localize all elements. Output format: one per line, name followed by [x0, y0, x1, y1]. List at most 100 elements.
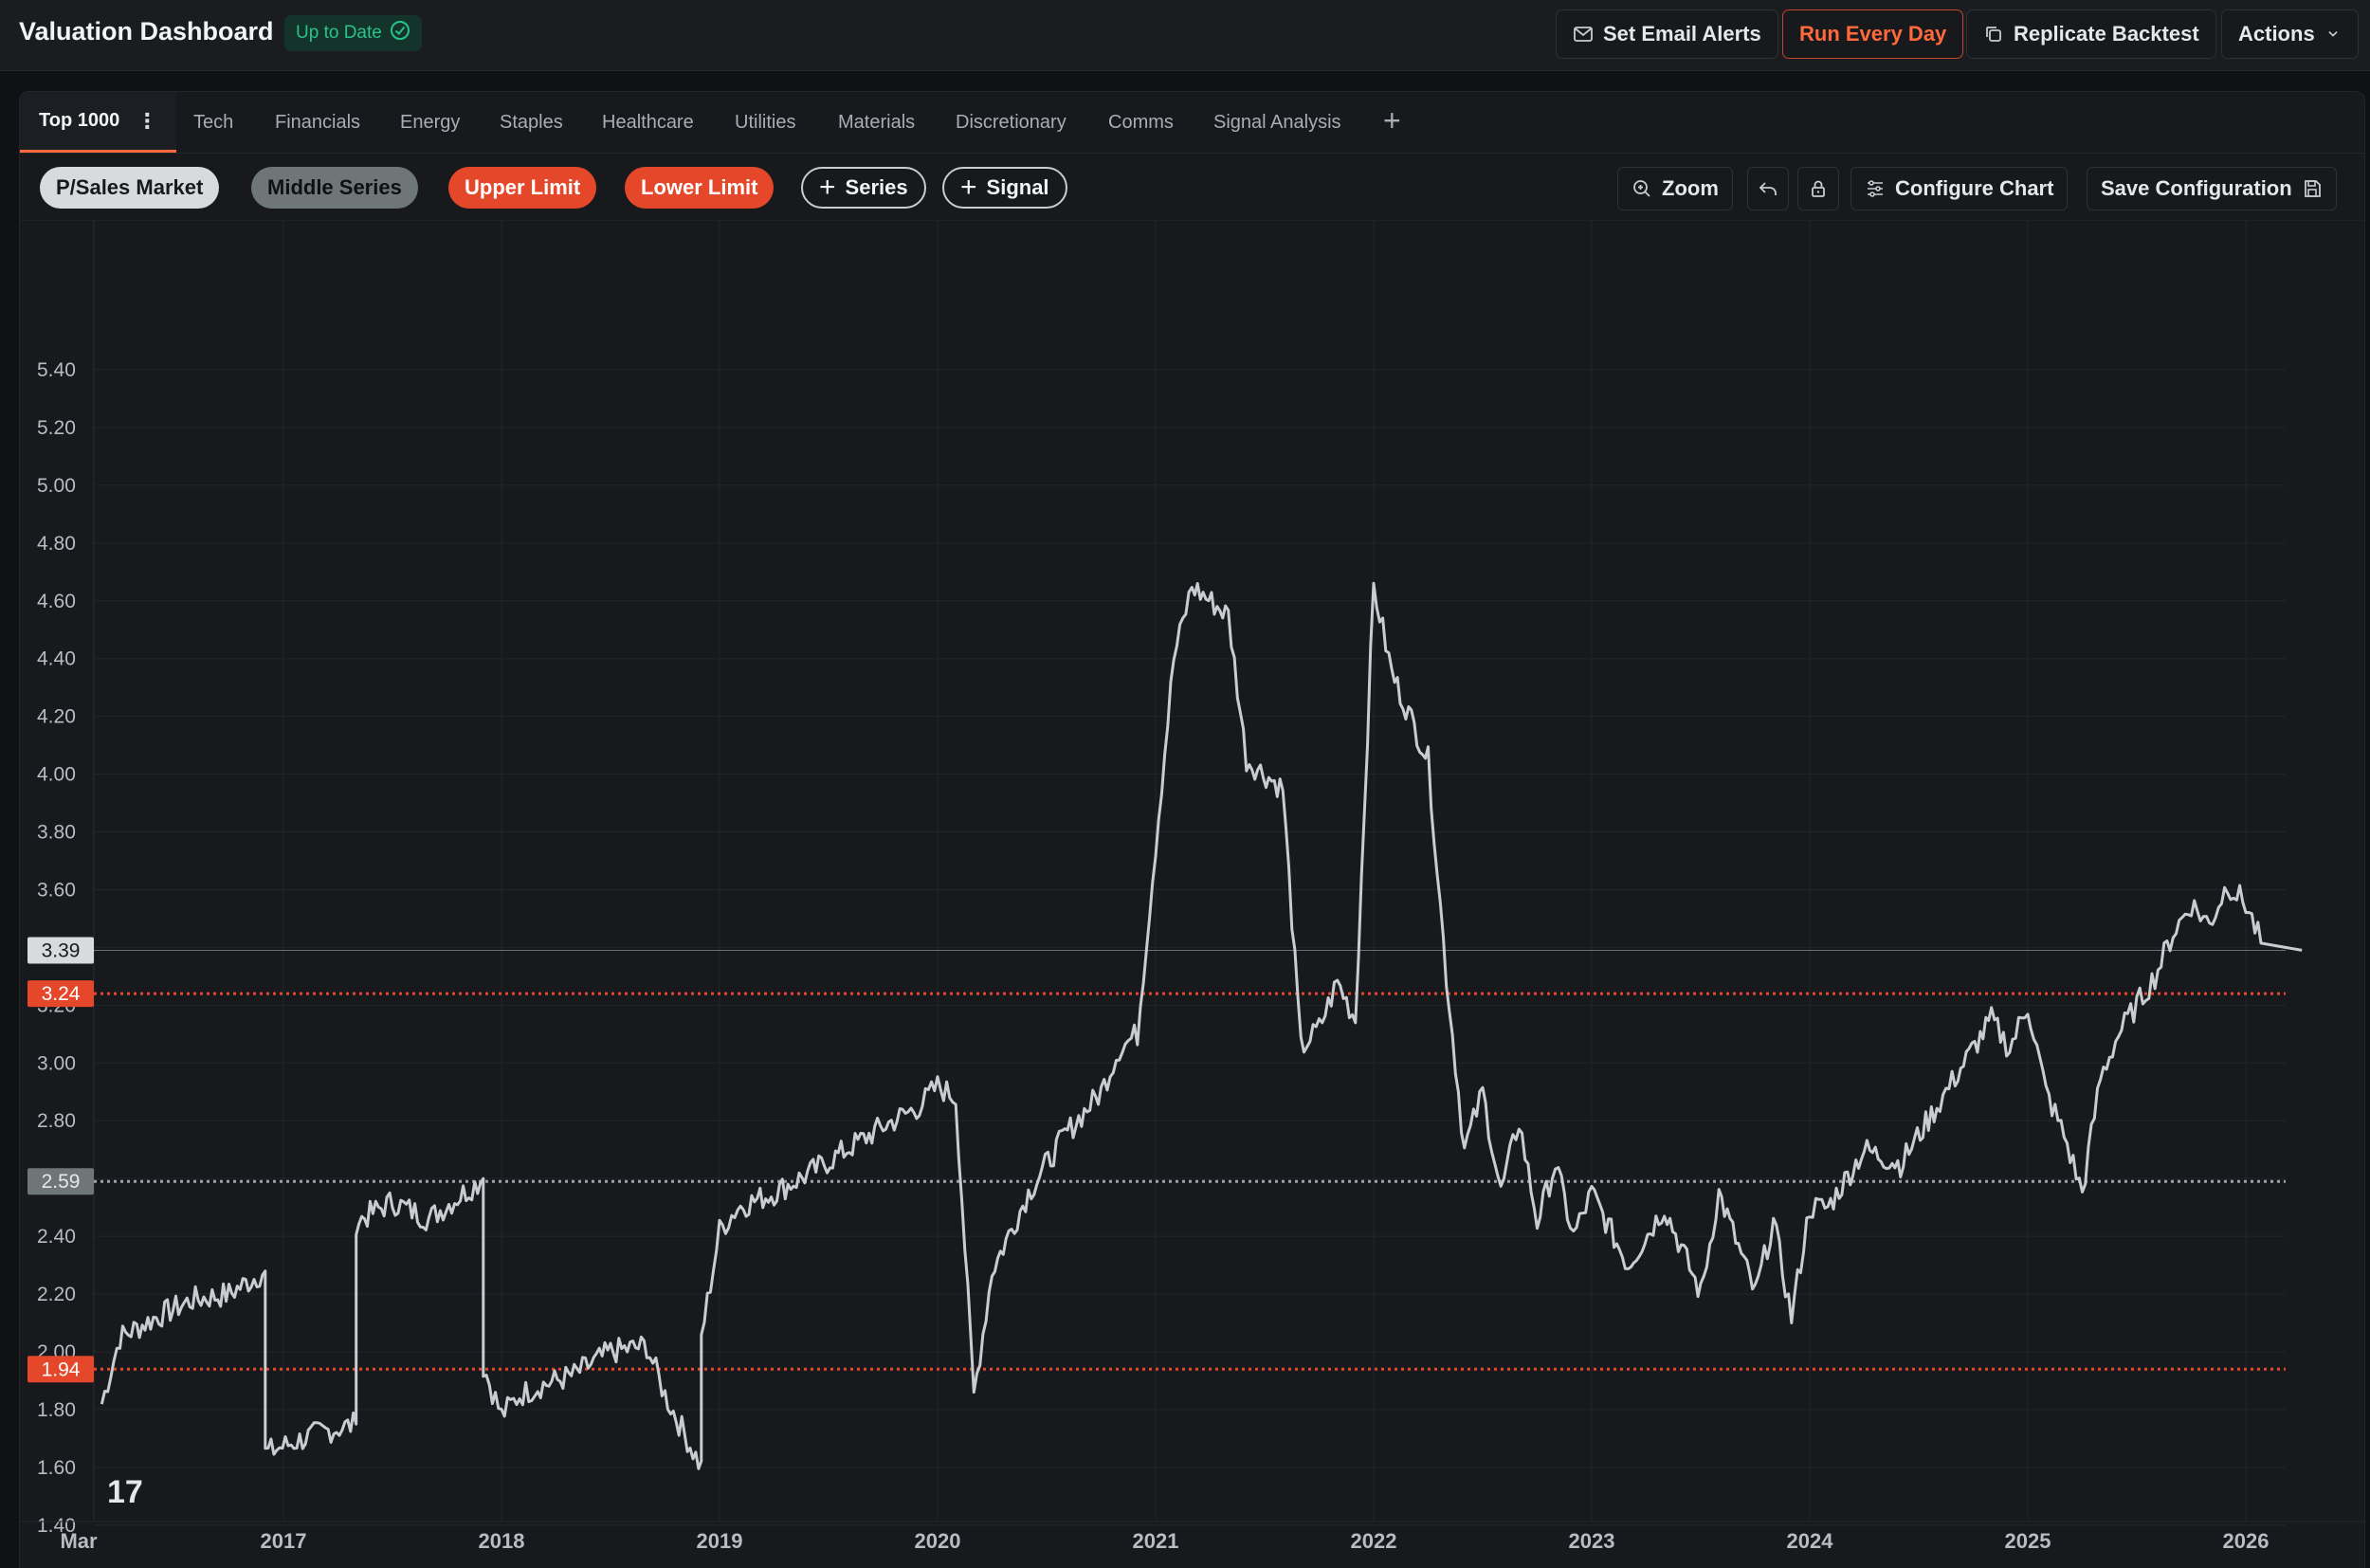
configure-chart-label: Configure Chart: [1895, 176, 2054, 200]
tab-staples[interactable]: Staples: [500, 92, 563, 153]
tab-label: Tech: [193, 111, 234, 133]
series-pill-p-sales-market[interactable]: P/Sales Market: [40, 167, 220, 209]
tab-financials[interactable]: Financials: [275, 92, 360, 153]
y-tick-label: 5.20: [37, 417, 76, 439]
set-email-alerts-label: Set Email Alerts: [1603, 22, 1761, 46]
x-tick-label: 2026: [2223, 1529, 2270, 1553]
reference-value-badge: [27, 1356, 94, 1383]
tab-comms[interactable]: Comms: [1108, 92, 1174, 153]
chart-panel: Top 1000 ⋮ Tech Financials Energy Staple…: [19, 91, 2365, 1568]
sliders-icon: [1868, 180, 1883, 197]
price-chart[interactable]: 5.40 5.20 5.00 4.80 4.60 4.40 4.20 4.00 3.80 3.60…: [20, 221, 2364, 1568]
save-icon: [2304, 180, 2321, 197]
y-tick-label: 5.00: [37, 475, 76, 497]
y-tick-label: 4.20: [37, 706, 76, 728]
y-tick-label: 1.60: [37, 1457, 76, 1479]
tab-label: Healthcare: [602, 111, 694, 133]
tab-label: Energy: [400, 111, 461, 133]
reference-value-label: 1.94: [42, 1358, 81, 1380]
status-text: Up to Date: [296, 23, 382, 43]
reference-value-badge: [27, 937, 94, 964]
series-line-p-sales-market: [100, 581, 2303, 1470]
status-badge: Up to Date: [284, 15, 422, 51]
add-series-label: Series: [845, 175, 908, 199]
reference-value-label: 2.59: [42, 1171, 81, 1193]
undo-icon: [1759, 182, 1777, 195]
add-signal-button[interactable]: + Signal: [942, 167, 1067, 209]
lock-button[interactable]: [1797, 167, 1839, 210]
tab-healthcare[interactable]: Healthcare: [602, 92, 694, 153]
series-pill-label: Upper Limit: [465, 175, 581, 199]
y-tick-label: 3.60: [37, 879, 76, 901]
replicate-backtest-button[interactable]: Replicate Backtest: [1966, 9, 2216, 59]
add-tab-plus-icon[interactable]: +: [1383, 103, 1401, 137]
tab-utilities[interactable]: Utilities: [735, 92, 795, 153]
zoom-icon: [1633, 180, 1650, 197]
series-pill-label: Lower Limit: [641, 175, 758, 199]
tab-label: Top 1000: [39, 110, 120, 131]
y-tick-label: 4.40: [37, 648, 76, 670]
y-tick-label: 2.80: [37, 1110, 76, 1132]
x-tick-label: 2024: [1787, 1529, 1834, 1553]
top-bar: Valuation Dashboard Up to Date Set Email…: [0, 0, 2370, 71]
tab-bar: Top 1000 ⋮ Tech Financials Energy Staple…: [20, 92, 2364, 154]
zoom-button[interactable]: Zoom: [1617, 167, 1733, 210]
tab-energy[interactable]: Energy: [400, 92, 460, 153]
save-configuration-button[interactable]: Save Configuration: [2087, 167, 2337, 210]
plus-icon: +: [819, 172, 836, 203]
x-tick-label: 2022: [1351, 1529, 1397, 1553]
tab-materials[interactable]: Materials: [838, 92, 915, 153]
mail-icon: [1574, 27, 1593, 42]
y-tick-label: 3.00: [37, 1052, 76, 1074]
tab-signal-analysis[interactable]: Signal Analysis: [1213, 92, 1341, 153]
reference-value-badge: [27, 1168, 94, 1195]
x-tick-label: 2023: [1569, 1529, 1615, 1553]
undo-button[interactable]: [1747, 167, 1789, 210]
tradingview-logo: 17: [107, 1474, 143, 1510]
x-tick-label: Mar: [60, 1529, 98, 1553]
chart-toolbar: P/Sales Market Middle Series Upper Limit…: [20, 154, 2364, 221]
set-email-alerts-button[interactable]: Set Email Alerts: [1556, 9, 1778, 59]
x-tick-label: 2019: [697, 1529, 743, 1553]
plus-icon: +: [960, 172, 977, 203]
x-tick-label: 2017: [261, 1529, 307, 1553]
series-pill-label: Middle Series: [267, 175, 402, 199]
tab-label: Staples: [500, 111, 563, 133]
tab-label: Financials: [275, 111, 361, 133]
y-tick-label: 2.40: [37, 1226, 76, 1248]
series-pill-lower-limit[interactable]: Lower Limit: [625, 167, 775, 209]
save-configuration-label: Save Configuration: [2101, 176, 2292, 200]
kebab-menu-icon[interactable]: ⋮: [137, 108, 158, 133]
tab-tech[interactable]: Tech: [193, 92, 233, 153]
y-tick-label: 3.80: [37, 822, 76, 844]
run-every-day-button[interactable]: Run Every Day: [1782, 9, 1964, 59]
y-tick-label: 4.00: [37, 764, 76, 786]
series-pill-upper-limit[interactable]: Upper Limit: [448, 167, 597, 209]
lock-icon: [1812, 180, 1825, 197]
chart-canvas[interactable]: 5.40 5.20 5.00 4.80 4.60 4.40 4.20 4.00 3.80 3.60…: [20, 221, 2364, 1568]
series-pill-middle-series[interactable]: Middle Series: [251, 167, 418, 209]
tab-label: Materials: [838, 111, 916, 133]
tab-top-1000[interactable]: Top 1000 ⋮: [20, 92, 177, 153]
replicate-backtest-label: Replicate Backtest: [2014, 22, 2199, 46]
run-every-day-label: Run Every Day: [1799, 22, 1947, 46]
y-tick-label: 4.80: [37, 533, 76, 555]
tab-label: Discretionary: [956, 111, 1066, 133]
zoom-label: Zoom: [1662, 176, 1719, 200]
tab-discretionary[interactable]: Discretionary: [956, 92, 1066, 153]
y-tick-label: 5.40: [37, 359, 76, 381]
copy-icon: [1986, 27, 2001, 42]
y-tick-label: 2.20: [37, 1284, 76, 1305]
reference-value-label: 3.24: [42, 983, 81, 1005]
configure-chart-button[interactable]: Configure Chart: [1850, 167, 2069, 210]
y-tick-label: 4.60: [37, 591, 76, 612]
x-tick-label: 2021: [1133, 1529, 1179, 1553]
actions-menu-button[interactable]: Actions: [2221, 9, 2359, 59]
add-series-button[interactable]: + Series: [801, 167, 926, 209]
y-tick-label: 1.40: [37, 1515, 76, 1537]
add-signal-label: Signal: [986, 175, 1049, 199]
tab-label: Signal Analysis: [1213, 111, 1341, 133]
tab-label: Utilities: [735, 111, 796, 133]
x-tick-label: 2020: [915, 1529, 961, 1553]
tab-label: Comms: [1108, 111, 1174, 133]
